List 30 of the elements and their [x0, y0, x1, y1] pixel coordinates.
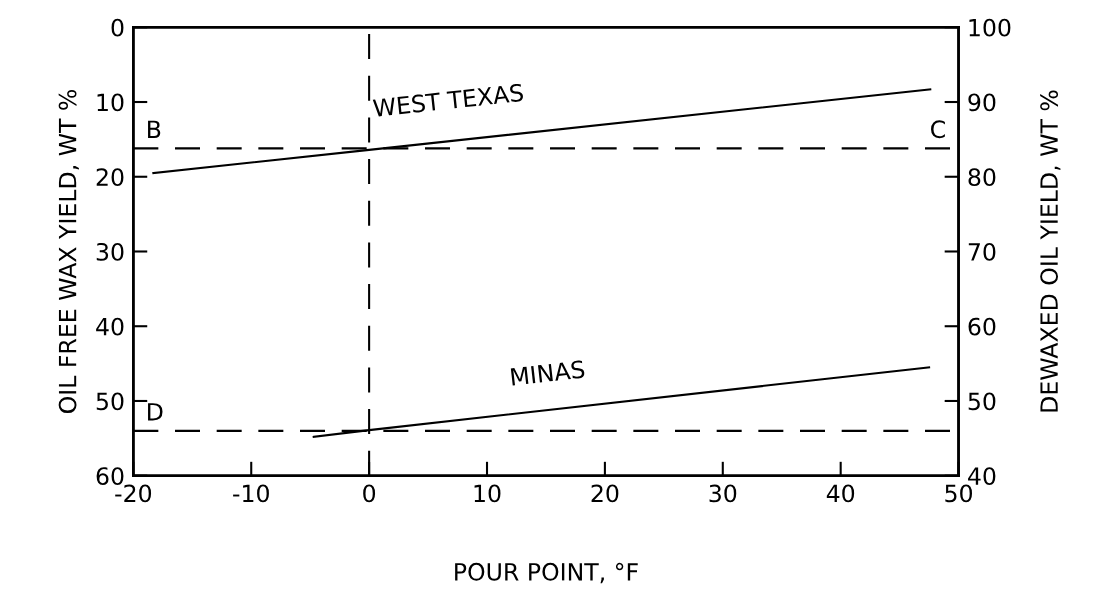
y2-tick-label: 40: [968, 467, 996, 486]
y2-tick-label: 100: [969, 18, 1011, 37]
annotation: C: [931, 120, 945, 139]
x-tick-label: -10: [233, 484, 269, 503]
x-tick-label: -20: [115, 484, 152, 503]
y-tick-label: 20: [96, 168, 124, 187]
y2-tick-label: 70: [968, 242, 996, 261]
x-tick-label: 30: [709, 484, 737, 503]
y2-tick-label: 50: [968, 392, 996, 411]
y-tick-label: 50: [96, 392, 124, 411]
x-tick-label: 10: [474, 484, 501, 503]
y-tick-label: 40: [96, 317, 124, 336]
x-tick-label: 0: [363, 484, 376, 503]
x-tick-label: 20: [591, 484, 619, 503]
y-tick-label: 60: [96, 467, 124, 486]
annotation: B: [148, 120, 161, 138]
annotation: D: [148, 403, 163, 421]
text: WEST TEXAS: [372, 83, 524, 118]
x-tick-label: 50: [945, 484, 973, 503]
y2-tick-label: 90: [968, 93, 996, 112]
y2-axis-title: DEWAXED OIL YIELD, WT %: [1040, 90, 1061, 412]
text: MINAS: [510, 359, 585, 386]
y-tick-label: 10: [97, 93, 124, 112]
y-tick-label: 30: [96, 242, 124, 261]
y2-tick-label: 60: [968, 317, 996, 336]
y-tick-label: 0: [111, 18, 124, 37]
x-tick-label: 40: [826, 484, 855, 503]
y2-tick-label: 80: [968, 168, 996, 187]
y-axis-title: OIL FREE WAX YIELD, WT %: [58, 89, 79, 414]
x-axis-title: POUR POINT, °F: [455, 562, 638, 584]
